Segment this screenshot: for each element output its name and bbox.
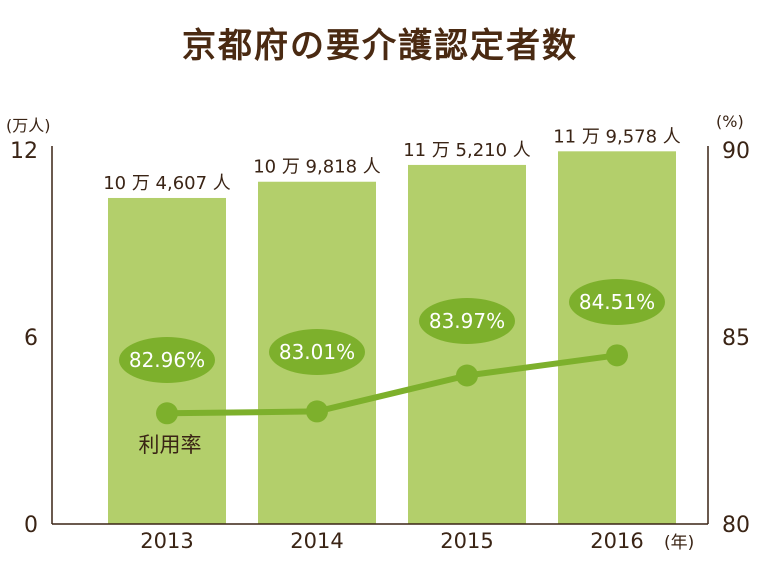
rate-line bbox=[166, 352, 618, 417]
right-tick-label: 80 bbox=[722, 513, 750, 538]
right-tick-label: 90 bbox=[722, 139, 750, 164]
rate-value-label: 84.51% bbox=[579, 290, 655, 314]
right-tick-label: 85 bbox=[722, 326, 750, 351]
rate-bubble bbox=[269, 329, 365, 375]
x-tick-label: 2015 bbox=[440, 529, 493, 553]
rate-point bbox=[606, 344, 628, 367]
bar bbox=[408, 164, 526, 524]
rate-bubble bbox=[419, 298, 515, 344]
bar-value-label: 11 万 5,210 人 bbox=[403, 140, 531, 161]
x-tick-label: 2014 bbox=[290, 529, 343, 553]
left-tick-label: 6 bbox=[24, 326, 38, 351]
bar-value-label: 11 万 9,578 人 bbox=[553, 126, 681, 147]
rate-bubble bbox=[119, 337, 215, 383]
rate-point bbox=[456, 364, 478, 387]
left-axis-unit: (万人) bbox=[6, 116, 51, 135]
rate-bubble bbox=[569, 279, 665, 325]
rate-value-label: 83.01% bbox=[279, 340, 355, 364]
year-unit: (年) bbox=[664, 533, 695, 553]
rate-series-label: 利用率 bbox=[139, 433, 202, 457]
chart-title: 京都府の要介護認定者数 bbox=[182, 26, 578, 66]
x-tick-label: 2013 bbox=[140, 529, 193, 553]
bar-value-label: 10 万 9,818 人 bbox=[253, 157, 381, 178]
right-axis-unit: (%) bbox=[716, 112, 744, 131]
rate-point bbox=[156, 402, 178, 425]
rate-value-label: 83.97% bbox=[429, 309, 505, 333]
x-tick-label: 2016 bbox=[590, 529, 643, 553]
bar-value-label: 10 万 4,607 人 bbox=[103, 173, 231, 194]
left-tick-label: 0 bbox=[24, 513, 38, 538]
rate-value-label: 82.96% bbox=[129, 348, 205, 372]
left-tick-label: 12 bbox=[10, 139, 38, 164]
rate-point bbox=[306, 400, 328, 423]
bar bbox=[558, 151, 676, 524]
